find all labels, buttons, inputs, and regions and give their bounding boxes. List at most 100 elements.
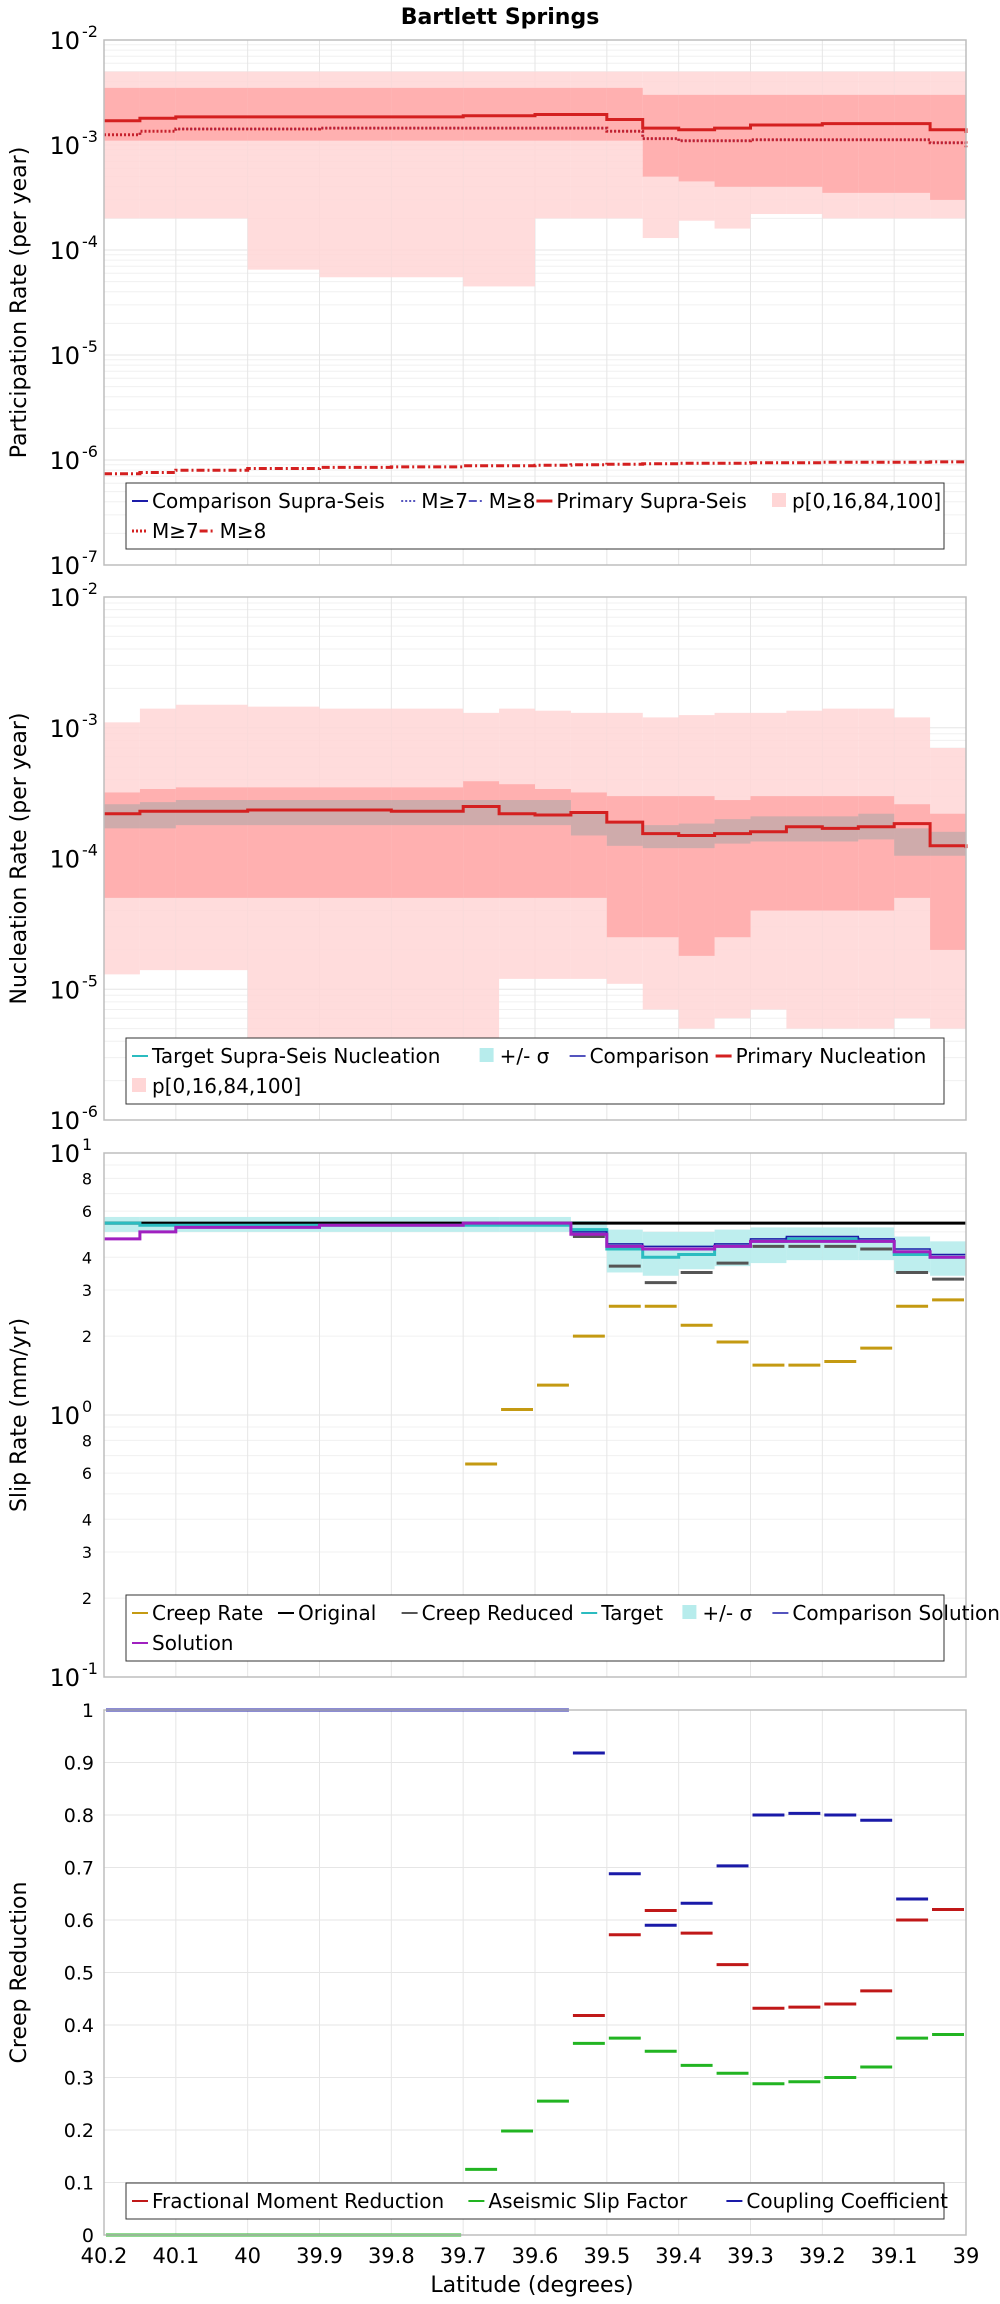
legend-box — [125, 1594, 945, 1662]
series-p-0-16-84-100-1-bin — [858, 94, 895, 193]
y-tick-label: 10 — [49, 342, 80, 370]
y-minor-tick-label: 3 — [82, 1281, 92, 1300]
legend--swatch — [479, 1048, 494, 1062]
series-p-0-16-84-100-1-bin — [858, 796, 895, 911]
series-p-0-16-84-100-1-bin — [319, 87, 392, 141]
y-tick-exponent: -2 — [82, 22, 98, 41]
plot-frame — [103, 39, 967, 566]
y-tick-label: 10 — [49, 237, 80, 265]
y-tick-label: 0.7 — [64, 1858, 94, 1880]
y-tick-label: 0.8 — [64, 1805, 94, 1827]
series--2-bin — [535, 800, 571, 826]
series-p-0-16-84-100-1-bin — [822, 94, 859, 193]
series-p-0-16-84-100-1-bin — [894, 94, 931, 193]
y-tick-label: 1 — [82, 1700, 94, 1722]
series-p-0-16-84-100-1-bin — [606, 796, 643, 938]
y-minor-tick-label: 6 — [82, 1464, 92, 1483]
series--0-bin — [642, 1231, 679, 1276]
x-tick-label: 39.7 — [440, 2244, 487, 2268]
legend--label: +/- σ — [500, 1044, 550, 1068]
series--2-bin — [319, 800, 392, 826]
series-primary-supra-seis-2 — [104, 113, 968, 133]
series--0-bin — [678, 1231, 715, 1270]
legend--swatch — [682, 1605, 697, 1619]
y-minor-tick-label: 2 — [82, 1589, 92, 1608]
x-tick-label: 40.2 — [81, 2244, 128, 2268]
legend-m-8-label: M≥8 — [220, 519, 267, 543]
legend-coupling-coefficient-label: Coupling Coefficient — [746, 2189, 948, 2213]
y-minor-tick-label: 8 — [82, 1169, 92, 1188]
legend-aseismic-slip-factor-label: Aseismic Slip Factor — [488, 2189, 688, 2213]
figure-title: Bartlett Springs — [401, 5, 600, 30]
y-minor-tick-label: 2 — [82, 1327, 92, 1346]
y-tick-label: 0.2 — [64, 2120, 94, 2142]
y-tick-label: 0.4 — [64, 2015, 94, 2037]
y-minor-tick-label: 6 — [82, 1202, 92, 1221]
series-p-0-16-84-100-1-bin — [463, 781, 500, 898]
y-minor-tick-label: 4 — [82, 1510, 92, 1529]
legend-original-label: Original — [298, 1601, 376, 1625]
y-tick-label: 0 — [82, 2225, 94, 2247]
series-p-0-16-84-100-1-bin — [104, 87, 140, 141]
x-tick-label: 39.8 — [368, 2244, 415, 2268]
y-tick-label: 0.1 — [64, 2173, 94, 2195]
series--2-bin — [786, 816, 823, 842]
series-p-0-16-84-100-1-bin — [678, 94, 715, 182]
y-tick-exponent: -5 — [82, 971, 98, 990]
plot-frame — [103, 1152, 967, 1678]
x-tick-label: 39 — [953, 2244, 980, 2268]
x-tick-label: 39.2 — [799, 2244, 846, 2268]
y-tick-label: 10 — [49, 584, 80, 612]
y-tick-label: 10 — [49, 1107, 80, 1135]
y-tick-label: 0.6 — [64, 1910, 94, 1932]
x-tick-label: 39.1 — [871, 2244, 918, 2268]
y-axis-label: Creep Reduction — [7, 1882, 32, 2064]
series-p-0-16-84-100-1-bin — [930, 94, 966, 200]
y-tick-exponent: 0 — [82, 1397, 92, 1416]
legend--label: +/- σ — [702, 1601, 752, 1625]
y-tick-exponent: -1 — [82, 1659, 98, 1678]
y-tick-label: 10 — [49, 552, 80, 580]
series-p-0-16-84-100-1-bin — [678, 796, 715, 956]
y-tick-label: 10 — [49, 447, 80, 475]
series--2-bin — [139, 802, 176, 829]
series--2-bin — [606, 822, 643, 846]
x-tick-label: 40.1 — [152, 2244, 199, 2268]
y-tick-label: 10 — [49, 1140, 80, 1168]
series-m-8-4 — [104, 460, 966, 476]
y-tick-exponent: -4 — [82, 232, 98, 251]
series--0-bin — [822, 1227, 859, 1261]
y-tick-exponent: -2 — [82, 579, 98, 598]
x-tick-label: 39.9 — [296, 2244, 343, 2268]
x-axis-label: Latitude (degrees) — [430, 2273, 633, 2298]
y-tick-exponent: -3 — [82, 710, 98, 729]
series-p-0-16-84-100-1-bin — [642, 94, 679, 177]
legend-m-7-label: M≥7 — [152, 519, 199, 543]
series--2-bin — [642, 825, 679, 849]
series--2-bin — [570, 811, 607, 836]
series-primary-nucleation-3 — [104, 805, 968, 849]
y-tick-label: 0.3 — [64, 2068, 94, 2090]
legend-comparison-label: Comparison — [590, 1044, 710, 1068]
y-tick-label: 10 — [49, 1402, 80, 1430]
x-tick-label: 39.5 — [583, 2244, 630, 2268]
series--2-bin — [894, 828, 931, 856]
x-tick-label: 39.6 — [512, 2244, 559, 2268]
series--2-bin — [750, 816, 787, 842]
x-tick-label: 39.3 — [727, 2244, 774, 2268]
y-tick-label: 10 — [49, 976, 80, 1004]
legend-box — [125, 482, 945, 550]
legend-creep-reduced-label: Creep Reduced — [422, 1601, 574, 1625]
series-p-0-16-84-100-1-bin — [175, 87, 248, 141]
y-tick-exponent: -6 — [82, 442, 98, 461]
legend-m-8-label: M≥8 — [489, 489, 536, 513]
panel-4: 0 0.1 0.2 0.3 0.4 0.5 0.6 0.7 0.8 0.9 1 Creep Reduc… — [7, 1700, 979, 2268]
series--2-bin — [104, 804, 140, 829]
y-axis-label: Nucleation Rate (per year) — [7, 713, 32, 1005]
legend-p-0-16-84-100-label: p[0,16,84,100] — [152, 1074, 301, 1098]
series-p-0-16-84-100-1-bin — [391, 87, 464, 141]
legend-p-0-16-84-100-label: p[0,16,84,100] — [792, 489, 941, 513]
